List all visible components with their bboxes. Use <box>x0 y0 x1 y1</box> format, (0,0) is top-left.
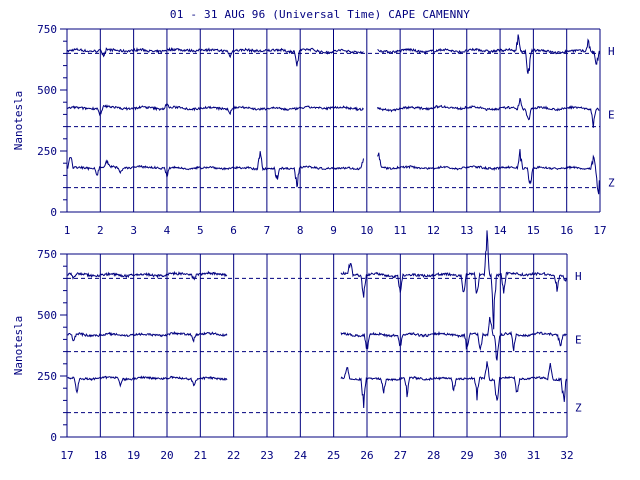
x-tick-label: 20 <box>160 449 173 462</box>
x-tick-label: 3 <box>130 224 137 237</box>
series-label-H: H <box>608 45 615 58</box>
x-tick-label: 21 <box>194 449 207 462</box>
y-tick-label: 250 <box>37 370 57 383</box>
series-Z-trace <box>67 375 228 394</box>
x-tick-label: 5 <box>197 224 204 237</box>
x-tick-label: 8 <box>297 224 304 237</box>
x-tick-label: 15 <box>527 224 540 237</box>
chart-title: 01 - 31 AUG 96 (Universal Time) CAPE CAM… <box>169 8 471 21</box>
y-tick-label: 750 <box>37 248 57 261</box>
x-tick-label: 14 <box>493 224 507 237</box>
series-label-E: E <box>608 108 615 121</box>
x-tick-label: 28 <box>427 449 440 462</box>
y-tick-label: 250 <box>37 145 57 158</box>
series-H-trace <box>377 34 600 74</box>
series-H-trace <box>340 230 567 330</box>
x-tick-label: 10 <box>360 224 373 237</box>
x-tick-label: 17 <box>593 224 606 237</box>
series-E-trace <box>340 316 567 361</box>
series-H-trace <box>67 46 364 67</box>
x-tick-label: 26 <box>360 449 373 462</box>
x-tick-label: 24 <box>294 449 308 462</box>
series-label-Z: Z <box>608 177 615 190</box>
x-tick-label: 17 <box>60 449 73 462</box>
x-tick-label: 23 <box>260 449 273 462</box>
x-tick-label: 25 <box>327 449 340 462</box>
x-tick-label: 11 <box>394 224 407 237</box>
x-tick-label: 6 <box>230 224 237 237</box>
y-tick-label: 0 <box>50 431 57 444</box>
series-label-E: E <box>575 333 582 346</box>
x-tick-label: 12 <box>427 224 440 237</box>
y-tick-label: 750 <box>37 23 57 36</box>
x-tick-label: 16 <box>560 224 573 237</box>
series-Z-trace <box>377 149 600 195</box>
x-tick-label: 13 <box>460 224 473 237</box>
panel-2: 17 18 19 20 21 22 23 24 25 26 27 28 29 30 31 32 0 250 500 7… <box>12 230 582 462</box>
x-tick-label: 4 <box>164 224 171 237</box>
x-tick-label: 7 <box>264 224 271 237</box>
series-H-trace <box>67 270 228 281</box>
x-tick-label: 9 <box>330 224 337 237</box>
series-E-trace <box>67 102 364 117</box>
y-tick-label: 500 <box>37 309 57 322</box>
series-label-H: H <box>575 270 582 283</box>
x-tick-label: 19 <box>127 449 140 462</box>
x-tick-label: 18 <box>94 449 107 462</box>
x-tick-label: 2 <box>97 224 104 237</box>
x-tick-label: 29 <box>460 449 473 462</box>
y-axis-title: Nanotesla <box>12 316 25 376</box>
x-tick-label: 1 <box>64 224 71 237</box>
y-tick-label: 0 <box>50 206 57 219</box>
panel-1: 1 2 3 4 5 6 7 8 9 10 11 12 13 14 15 16 170250500750Nanot… <box>12 23 615 237</box>
series-E-trace <box>67 330 228 343</box>
y-axis-title: Nanotesla <box>12 91 25 151</box>
y-tick-label: 500 <box>37 84 57 97</box>
x-tick-label: 22 <box>227 449 240 462</box>
x-tick-label: 32 <box>560 449 573 462</box>
series-Z-trace <box>340 361 567 409</box>
x-tick-label: 30 <box>494 449 507 462</box>
series-label-Z: Z <box>575 402 582 415</box>
series-E-trace <box>377 97 600 128</box>
x-tick-label: 27 <box>394 449 407 462</box>
x-tick-label: 31 <box>527 449 540 462</box>
series-Z-trace <box>67 151 364 188</box>
